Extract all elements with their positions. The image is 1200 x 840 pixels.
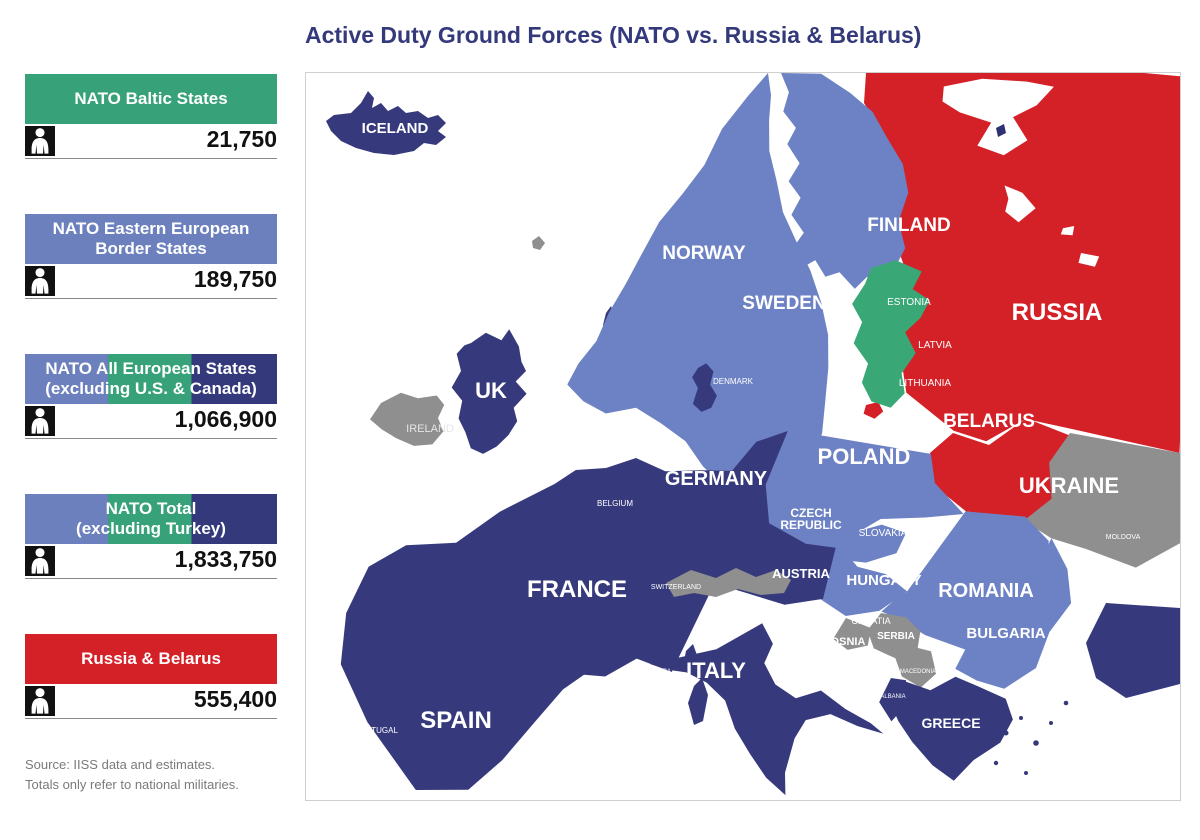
svg-text:HUNGARY: HUNGARY bbox=[846, 572, 921, 589]
svg-text:LITHUANIA: LITHUANIA bbox=[899, 378, 952, 389]
svg-text:ICELAND: ICELAND bbox=[362, 120, 429, 137]
svg-text:REPUBLIC: REPUBLIC bbox=[780, 518, 842, 532]
svg-text:MOLDOVA: MOLDOVA bbox=[1106, 534, 1141, 541]
svg-text:FINLAND: FINLAND bbox=[867, 215, 950, 236]
svg-text:PORTUGAL: PORTUGAL bbox=[354, 726, 398, 735]
svg-text:NORWAY: NORWAY bbox=[662, 243, 746, 264]
svg-text:FRANCE: FRANCE bbox=[527, 576, 627, 603]
svg-text:UKRAINE: UKRAINE bbox=[1019, 473, 1119, 498]
svg-text:POLAND: POLAND bbox=[818, 444, 911, 469]
svg-text:BOSNIA: BOSNIA bbox=[823, 636, 866, 648]
svg-text:IRELAND: IRELAND bbox=[406, 423, 454, 435]
svg-text:ITALY: ITALY bbox=[686, 658, 746, 683]
svg-text:ROMANIA: ROMANIA bbox=[938, 580, 1034, 602]
svg-text:GREECE: GREECE bbox=[921, 715, 980, 731]
svg-text:GERMANY: GERMANY bbox=[665, 468, 768, 490]
svg-text:DENMARK: DENMARK bbox=[713, 377, 754, 386]
svg-text:BELGIUM: BELGIUM bbox=[597, 499, 633, 508]
svg-text:SPAIN: SPAIN bbox=[420, 707, 492, 734]
svg-text:ALBANIA: ALBANIA bbox=[880, 694, 905, 700]
svg-text:UK: UK bbox=[475, 378, 507, 403]
svg-text:LATVIA: LATVIA bbox=[918, 340, 952, 351]
svg-text:SLOVENIA: SLOVENIA bbox=[803, 610, 838, 617]
svg-text:SWITZERLAND: SWITZERLAND bbox=[651, 584, 701, 591]
svg-text:CROATIA: CROATIA bbox=[851, 616, 890, 626]
svg-text:ANDORRA: ANDORRA bbox=[641, 669, 671, 675]
svg-text:BULGARIA: BULGARIA bbox=[966, 625, 1045, 642]
svg-text:MACEDONIA: MACEDONIA bbox=[900, 669, 936, 675]
svg-text:ESTONIA: ESTONIA bbox=[887, 297, 931, 308]
svg-text:AUSTRIA: AUSTRIA bbox=[772, 566, 830, 581]
svg-text:SWEDEN: SWEDEN bbox=[742, 293, 825, 314]
svg-text:SLOVAKIA: SLOVAKIA bbox=[859, 528, 908, 539]
svg-text:RUSSIA: RUSSIA bbox=[1012, 299, 1103, 326]
svg-text:BELARUS: BELARUS bbox=[943, 411, 1035, 432]
svg-text:THE NETHERLANDS: THE NETHERLANDS bbox=[598, 452, 666, 459]
svg-text:SERBIA: SERBIA bbox=[877, 631, 915, 642]
